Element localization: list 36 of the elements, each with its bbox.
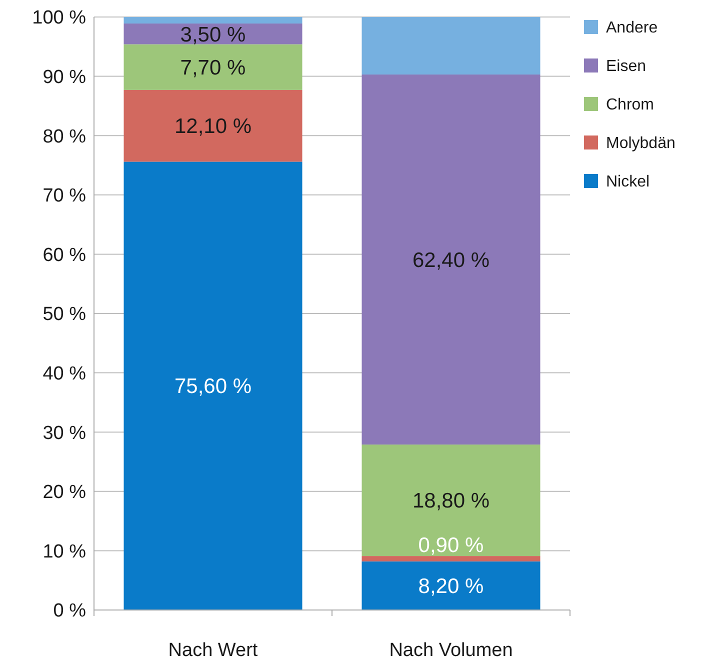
x-tick-label: Nach Volumen (389, 640, 513, 661)
data-label: 3,50 % (180, 23, 246, 46)
bar (362, 17, 540, 75)
bar (124, 24, 302, 44)
y-tick-label: 50 % (42, 304, 86, 326)
legend-label: Nickel (606, 174, 650, 191)
y-tick-label: 10 % (42, 541, 86, 562)
bar (124, 17, 302, 24)
bar (124, 44, 302, 90)
y-tick-label: 70 % (42, 186, 86, 207)
data-label: 0,90 % (418, 534, 484, 558)
x-tick-label: Nach Wert (168, 640, 258, 661)
y-tick-label: 100 % (32, 8, 86, 29)
y-tick-label: 80 % (42, 126, 86, 148)
y-tick-label: 20 % (42, 482, 86, 504)
bar (362, 74, 540, 445)
bar (362, 561, 540, 610)
data-label: 75,60 % (174, 375, 252, 398)
data-label: 62,40 % (412, 248, 490, 272)
bar (124, 90, 302, 162)
bar (362, 556, 540, 562)
data-label: 7,70 % (180, 56, 246, 80)
y-tick-label: 90 % (42, 66, 86, 88)
y-tick-label: 40 % (42, 363, 86, 384)
y-tick-label: 0 % (53, 600, 86, 622)
legend-label: Eisen (606, 58, 646, 76)
data-label: 12,10 % (174, 115, 252, 138)
legend-label: Andere (606, 20, 658, 37)
legend-label: Chrom (606, 96, 654, 114)
y-tick-label: 60 % (42, 244, 86, 266)
bar (124, 162, 302, 610)
y-tick-label: 30 % (42, 422, 86, 444)
data-label: 18,80 % (412, 490, 490, 513)
legend-label: Molybdän (606, 135, 676, 152)
data-label: 8,20 % (418, 575, 484, 598)
bar (362, 444, 540, 556)
